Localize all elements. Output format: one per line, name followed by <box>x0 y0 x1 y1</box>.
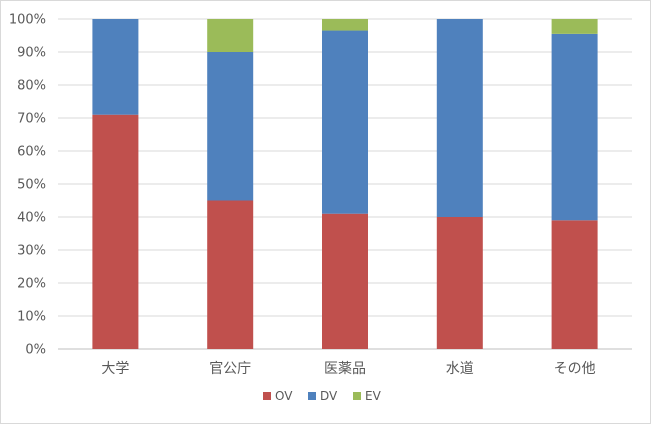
bar-dv-2 <box>322 30 368 214</box>
bar-dv-0 <box>92 19 139 115</box>
y-tick-label: 100% <box>9 13 46 28</box>
y-tick-label: 50% <box>17 178 46 193</box>
y-tick-label: 30% <box>17 244 46 259</box>
y-tick-label: 40% <box>17 211 46 226</box>
x-tick-label: 医薬品 <box>324 361 366 377</box>
bar-ov-1 <box>207 200 254 349</box>
bar-ov-0 <box>92 114 139 349</box>
legend-label-ev: EV <box>365 389 382 403</box>
y-tick-label: 20% <box>17 277 46 292</box>
x-tick-label: 官公庁 <box>209 361 251 377</box>
x-tick-label: 大学 <box>101 361 129 377</box>
legend-label-ov: OV <box>275 389 293 403</box>
bar-ov-4 <box>551 220 598 349</box>
legend-swatch-ev <box>353 392 361 400</box>
legend-swatch-ov <box>263 392 271 400</box>
bar-dv-4 <box>551 33 598 221</box>
y-tick-label: 80% <box>17 79 46 94</box>
bar-ev-2 <box>322 19 368 31</box>
bar-ov-3 <box>436 217 483 349</box>
y-tick-label: 10% <box>17 310 46 325</box>
x-tick-label: その他 <box>554 361 596 377</box>
bar-dv-1 <box>207 52 254 201</box>
y-tick-label: 60% <box>17 145 46 160</box>
legend-label-dv: DV <box>320 389 338 403</box>
x-tick-label: 水道 <box>446 361 474 377</box>
bar-ev-1 <box>207 19 254 52</box>
bar-ev-4 <box>551 19 598 34</box>
bar-ov-2 <box>322 213 368 349</box>
legend-swatch-dv <box>308 392 316 400</box>
bar-dv-3 <box>436 19 483 217</box>
y-tick-label: 0% <box>25 343 46 358</box>
y-tick-label: 90% <box>17 46 46 61</box>
y-tick-label: 70% <box>17 112 46 127</box>
